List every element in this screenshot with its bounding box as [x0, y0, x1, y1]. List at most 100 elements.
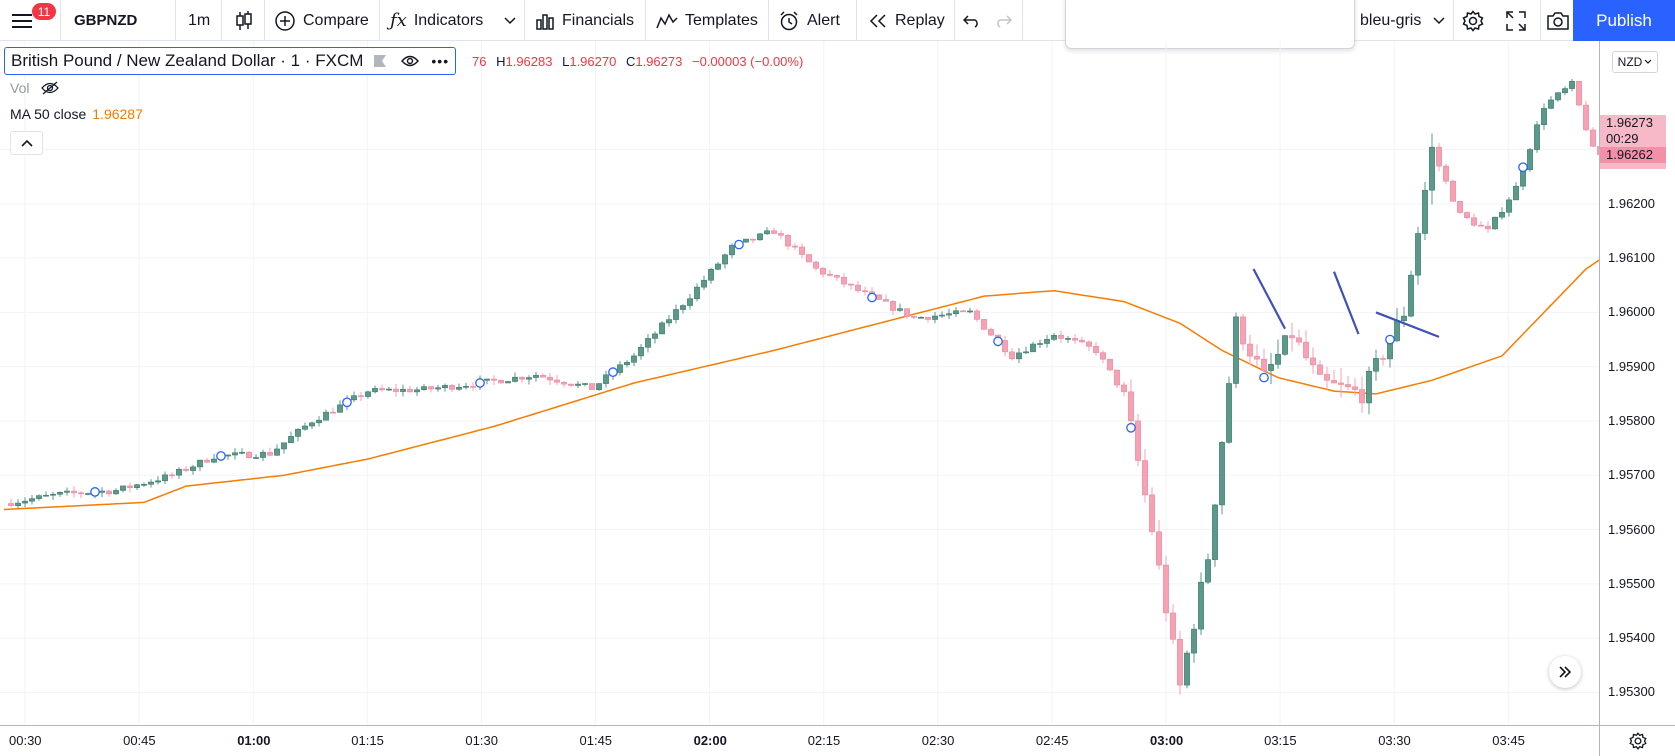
candle	[351, 391, 357, 403]
price-tick-label: 1.95500	[1608, 575, 1655, 591]
candle-body	[1128, 391, 1134, 422]
candle	[1576, 80, 1582, 106]
fullscreen-button[interactable]	[1506, 0, 1526, 41]
candle	[1191, 624, 1197, 663]
candle	[960, 309, 966, 313]
candle	[967, 307, 973, 314]
publish-button[interactable]: Publish	[1573, 0, 1675, 41]
event-marker	[90, 487, 100, 497]
compare-label: Compare	[303, 11, 369, 29]
currency-selector[interactable]: NZD	[1612, 51, 1658, 73]
plus-circle-icon	[274, 10, 296, 32]
candle-body	[1002, 340, 1008, 353]
templates-button[interactable]: Templates	[656, 0, 758, 41]
eye-off-icon[interactable]	[41, 81, 60, 95]
candle-body	[1114, 369, 1120, 386]
candle-body	[15, 502, 21, 506]
candle-body	[1261, 358, 1267, 371]
candle	[932, 311, 938, 324]
candle	[1408, 270, 1414, 318]
high-key: H	[496, 54, 506, 69]
candle-body	[1100, 352, 1106, 360]
candle	[883, 294, 889, 302]
snapshot-button[interactable]	[1546, 0, 1570, 41]
candle	[127, 482, 133, 493]
ma-legend[interactable]: MA 50 close 1.96287	[10, 106, 143, 122]
interval-button[interactable]: 1m	[188, 11, 211, 29]
axis-settings-button[interactable]	[1599, 725, 1675, 756]
candle-body	[1310, 357, 1316, 366]
candle	[1044, 334, 1050, 348]
candle-body	[715, 263, 721, 270]
candle-body	[400, 388, 406, 392]
candle	[666, 314, 672, 327]
main-menu-button[interactable]	[12, 0, 34, 41]
indicators-button[interactable]: ƒx Indicators	[390, 0, 483, 41]
candle-body	[1219, 442, 1225, 506]
candle-body	[449, 385, 455, 390]
chart-type-button[interactable]	[235, 0, 253, 41]
candle-body	[197, 459, 203, 468]
event-marker	[1126, 422, 1136, 433]
time-axis[interactable]: 00:30 00:45 01:00 01:15 01:30 01:45 02:00 02:15…	[0, 725, 1599, 756]
symbol-legend[interactable]: British Pound / New Zealand Dollar · 1 ·…	[4, 47, 457, 75]
collapse-legend-button[interactable]	[10, 131, 43, 155]
financials-button[interactable]: Financials	[535, 0, 634, 41]
candle-body	[526, 377, 532, 380]
candle	[15, 499, 21, 509]
alert-button[interactable]: Alert	[778, 0, 840, 41]
candle	[400, 384, 406, 397]
volume-legend[interactable]: Vol	[10, 80, 60, 96]
candle	[771, 227, 777, 234]
candle	[1583, 100, 1589, 132]
candle-body	[491, 378, 497, 381]
candle-body	[435, 387, 441, 390]
candle	[1492, 216, 1498, 230]
candle	[1156, 520, 1162, 570]
candle	[1114, 369, 1120, 388]
candle-body	[778, 233, 784, 236]
compare-button[interactable]: Compare	[274, 0, 369, 41]
candle	[393, 383, 399, 397]
candle-body	[442, 385, 448, 389]
indicators-dropdown[interactable]	[504, 0, 516, 41]
symbol-search-button[interactable]: GBPNZD	[74, 12, 138, 29]
layout-dropdown[interactable]	[1433, 0, 1445, 41]
candle-body	[1527, 149, 1533, 171]
low-value: 1.96270	[569, 54, 617, 69]
trendline-drawing	[1332, 271, 1360, 335]
layout-name-button[interactable]: bleu-gris	[1360, 11, 1422, 29]
candle	[1177, 630, 1183, 695]
scroll-to-realtime-button[interactable]	[1549, 656, 1581, 688]
eye-icon[interactable]	[401, 55, 420, 67]
candle	[743, 238, 749, 243]
candle	[729, 243, 735, 259]
candle	[659, 321, 665, 335]
candle-body	[1569, 80, 1575, 89]
candle	[1079, 336, 1085, 344]
candle-body	[988, 329, 994, 336]
settings-button[interactable]	[1462, 0, 1484, 41]
redo-button[interactable]	[994, 0, 1012, 41]
flag-icon[interactable]	[373, 54, 387, 68]
change-value: −0.00003 (−0.00%)	[691, 54, 804, 69]
candle	[57, 491, 63, 497]
candle-body	[498, 380, 504, 384]
candle	[498, 379, 504, 384]
event-marker	[608, 367, 618, 377]
more-icon[interactable]: •••	[431, 53, 450, 69]
undo-button[interactable]	[963, 0, 981, 41]
replay-button[interactable]: Replay	[868, 0, 945, 41]
candle	[1317, 360, 1323, 375]
chart-canvas[interactable]	[0, 41, 1599, 725]
candle	[1212, 504, 1218, 567]
candle-body	[925, 317, 931, 320]
candle	[505, 381, 511, 384]
candle	[638, 344, 644, 360]
ma-50-line	[3, 259, 1599, 511]
candle-body	[1177, 639, 1183, 686]
candle	[64, 487, 70, 496]
candle	[974, 308, 980, 322]
candle	[407, 385, 413, 393]
candle	[547, 373, 553, 386]
